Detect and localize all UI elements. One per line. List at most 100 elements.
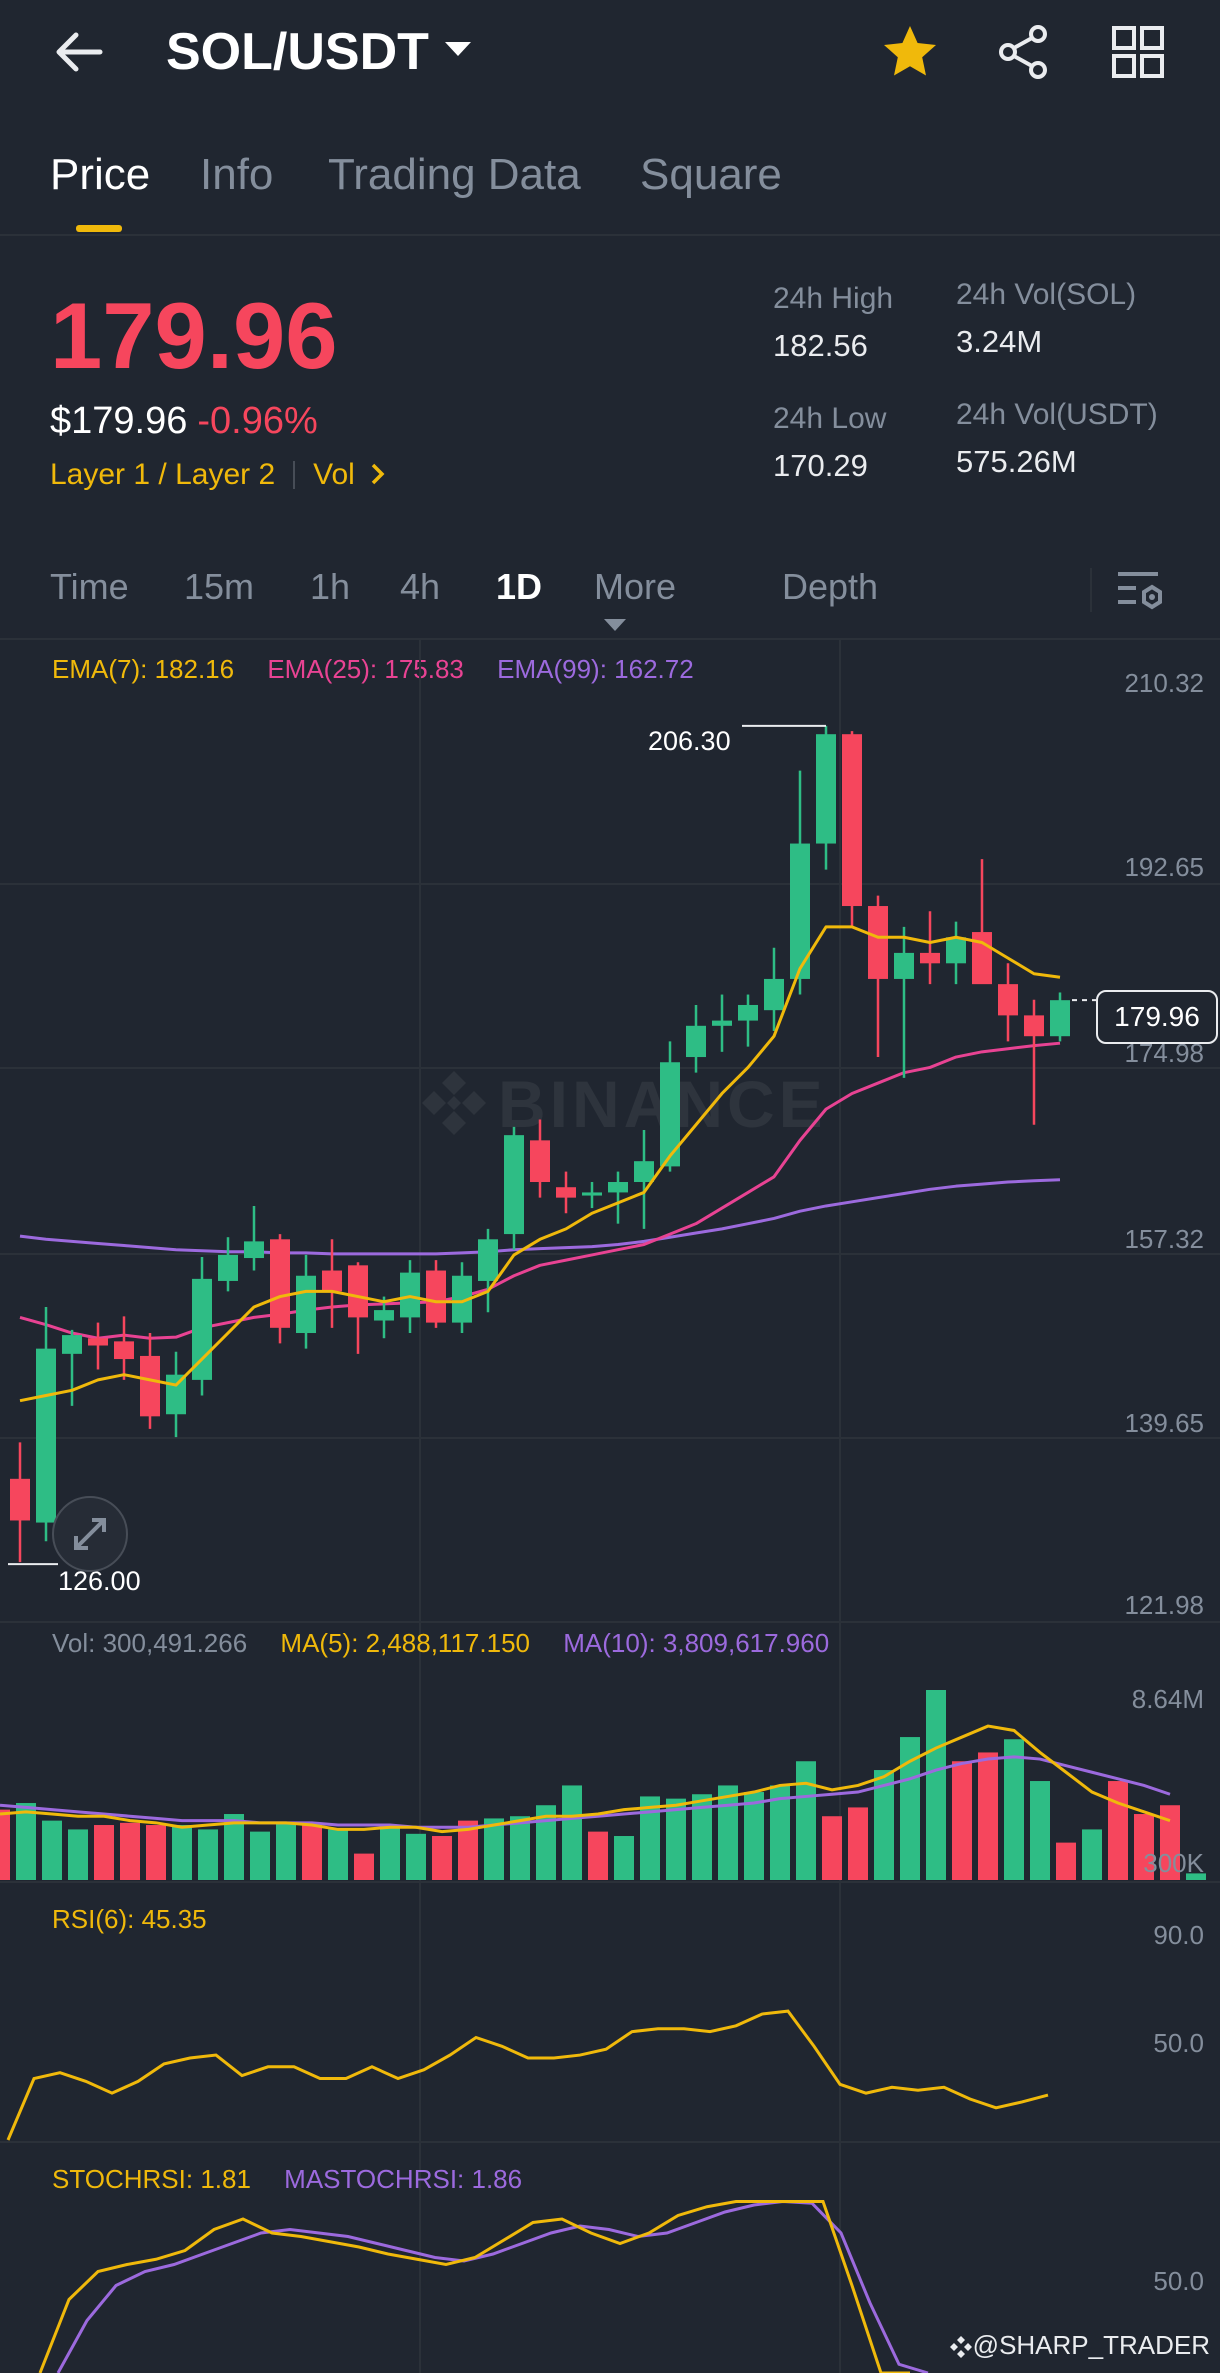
candle-body xyxy=(478,1239,498,1281)
candle-body xyxy=(1024,1015,1044,1037)
toolbar-separator xyxy=(1090,568,1092,612)
volume-bar xyxy=(42,1820,62,1880)
tabs-divider xyxy=(0,234,1220,236)
volume-bar xyxy=(744,1792,764,1880)
timeframe-more[interactable]: More xyxy=(594,566,676,650)
candle-body xyxy=(36,1348,56,1523)
stat-label: 24h High xyxy=(773,282,894,315)
active-tab-indicator xyxy=(76,225,122,232)
star-icon xyxy=(884,26,936,76)
caret-down-icon xyxy=(604,619,626,632)
timeframe-time[interactable]: Time xyxy=(50,566,129,607)
stat-24h-vol-quote: 24h Vol(USDT) 575.26M xyxy=(956,398,1158,480)
rsi-line xyxy=(6,2009,1049,2141)
back-button[interactable] xyxy=(50,22,110,82)
stat-24h-vol-base: 24h Vol(SOL) 3.24M xyxy=(956,278,1136,360)
chart-settings-button[interactable] xyxy=(1114,566,1170,616)
candle-body xyxy=(764,978,784,1011)
credit-text: @SHARP_TRADER xyxy=(972,2330,1210,2360)
volume-bar xyxy=(302,1822,322,1880)
volume-bar xyxy=(1030,1781,1050,1880)
chevron-down-icon xyxy=(444,42,471,57)
candle-body xyxy=(400,1272,420,1318)
stat-label: 24h Vol(USDT) xyxy=(956,398,1158,431)
volume-bar xyxy=(978,1752,998,1880)
fullscreen-button[interactable] xyxy=(52,1496,128,1572)
ema25-label: EMA(25): 175.83 xyxy=(267,654,464,684)
chart-top-divider xyxy=(0,638,1220,640)
stat-value: 170.29 xyxy=(773,448,868,483)
more-menu-button[interactable] xyxy=(1108,22,1168,82)
stat-label: 24h Low xyxy=(773,402,887,435)
volume-bar xyxy=(224,1814,244,1880)
candle-body xyxy=(166,1374,186,1415)
stochrsi-legend: STOCHRSI: 1.81 MASTOCHRSI: 1.86 xyxy=(52,2164,522,2195)
usd-price: $179.96 xyxy=(50,400,188,442)
volume-bar xyxy=(432,1836,452,1880)
candle-body xyxy=(296,1275,316,1334)
volume-bar xyxy=(458,1820,478,1880)
tab-trading-data[interactable]: Trading Data xyxy=(328,150,581,199)
price-change-percent: -0.96% xyxy=(197,400,318,442)
last-price: 179.96 xyxy=(50,283,338,388)
candle-body xyxy=(712,1020,732,1026)
y-tick: 210.32 xyxy=(1124,668,1204,698)
candle-body xyxy=(868,906,888,979)
volume-bar xyxy=(16,1803,36,1880)
binance-small-icon xyxy=(949,2336,972,2358)
candle-body xyxy=(62,1335,82,1354)
vol-tag[interactable]: Vol xyxy=(313,458,355,491)
candle-body xyxy=(920,952,940,964)
candle-body xyxy=(842,734,862,907)
volume-bar xyxy=(1082,1829,1102,1880)
more-label: More xyxy=(594,566,677,607)
candle-body xyxy=(946,937,966,964)
token-tags: Layer 1 / Layer 2 Vol xyxy=(50,458,387,492)
stat-value: 182.56 xyxy=(773,328,868,363)
candle-body xyxy=(894,952,914,979)
volume-bar xyxy=(68,1829,88,1880)
candle-body xyxy=(218,1254,238,1281)
timeframe-1d[interactable]: 1D xyxy=(496,566,543,607)
ema-legend: EMA(7): 182.16 EMA(25): 175.83 EMA(99): … xyxy=(52,654,694,685)
share-button[interactable] xyxy=(994,22,1054,82)
y-tick: 121.98 xyxy=(1124,1590,1204,1620)
timeframe-15m[interactable]: 15m xyxy=(184,566,255,607)
current-price-tag: 179.96 xyxy=(1096,990,1218,1044)
volume-ma5-line xyxy=(0,1724,1171,1834)
volume-bar xyxy=(848,1807,868,1880)
volume-bar xyxy=(1186,1873,1206,1880)
chart-settings-icon xyxy=(1118,572,1162,610)
timeframe-depth[interactable]: Depth xyxy=(782,566,879,607)
tab-price[interactable]: Price xyxy=(50,150,151,199)
candle-body xyxy=(88,1338,108,1346)
timeframe-4h[interactable]: 4h xyxy=(400,566,441,607)
volume-bar xyxy=(1108,1781,1128,1880)
volume-bar xyxy=(0,1809,10,1880)
favorite-button[interactable] xyxy=(880,22,940,82)
timeframe-1h[interactable]: 1h xyxy=(310,566,351,607)
volume-bar xyxy=(276,1822,296,1880)
tab-square[interactable]: Square xyxy=(640,150,782,199)
volume-bar xyxy=(380,1825,400,1880)
pair-selector[interactable]: SOL/USDT xyxy=(166,22,471,82)
binance-logo-icon xyxy=(422,1071,486,1135)
volume-bar xyxy=(926,1690,946,1880)
volume-bar xyxy=(146,1825,166,1880)
y-tick: 192.65 xyxy=(1124,852,1204,882)
candle-body xyxy=(1050,1000,1070,1037)
rsi-label: RSI(6): 45.35 xyxy=(52,1904,207,1934)
tab-info[interactable]: Info xyxy=(200,150,274,199)
candle-body xyxy=(530,1140,550,1183)
candle-body xyxy=(10,1478,30,1521)
candle-body xyxy=(686,1025,706,1058)
category-tag[interactable]: Layer 1 / Layer 2 xyxy=(50,458,276,491)
stochrsi-y-tick: 50.0 xyxy=(1153,2266,1204,2296)
vol-ma5-label: MA(5): 2,488,117.150 xyxy=(280,1628,530,1658)
price-chart[interactable] xyxy=(0,640,1220,2373)
volume-bar xyxy=(666,1798,686,1880)
stochrsi-label: STOCHRSI: 1.81 xyxy=(52,2164,251,2194)
volume-bar xyxy=(536,1805,556,1880)
vol-ma10-label: MA(10): 3,809,617.960 xyxy=(563,1628,830,1658)
volume-bar xyxy=(562,1785,582,1880)
